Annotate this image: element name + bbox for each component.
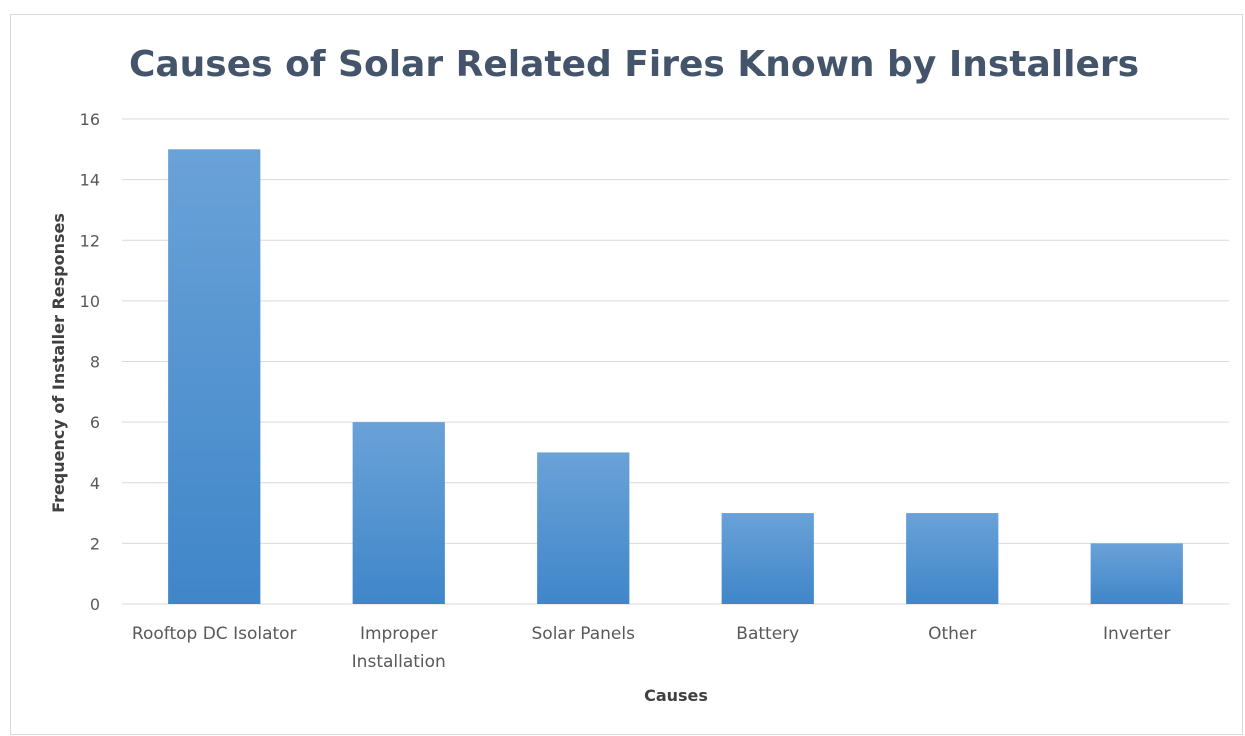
chart-title: Causes of Solar Related Fires Known by I…: [129, 44, 1139, 85]
bars: [168, 149, 1183, 604]
y-tick-labels: 0 2 4 6 8 10 12 14 16: [80, 110, 100, 614]
bar: [906, 513, 999, 604]
x-category-label: Battery: [736, 624, 799, 644]
y-tick-label: 4: [90, 474, 100, 493]
bar: [1090, 543, 1183, 604]
x-category-labels: Rooftop DC Isolator Improper Installation S…: [132, 624, 1171, 672]
y-axis-title: Frequency of Installer Responses: [49, 213, 68, 513]
x-category-label-line: Other: [928, 624, 976, 644]
x-category-label-line: Improper: [360, 624, 438, 644]
x-axis-title: Causes: [644, 686, 708, 705]
gridlines: [122, 118, 1229, 605]
x-category-label: Inverter: [1103, 624, 1170, 644]
x-category-label: Improper Installation: [352, 624, 446, 672]
y-tick-label: 0: [90, 595, 100, 614]
bar: [168, 149, 261, 604]
x-category-label-line: Installation: [352, 652, 446, 672]
x-category-label-line: Inverter: [1103, 624, 1170, 644]
x-category-label-line: Rooftop DC Isolator: [132, 624, 297, 644]
bar: [537, 452, 630, 604]
y-tick-label: 12: [80, 231, 100, 250]
y-tick-label: 14: [80, 171, 100, 190]
x-category-label-line: Battery: [736, 624, 799, 644]
x-category-label: Other: [928, 624, 976, 644]
x-category-label: Solar Panels: [532, 624, 636, 644]
y-tick-label: 16: [80, 110, 100, 129]
bar: [352, 422, 445, 604]
y-tick-label: 6: [90, 413, 100, 432]
bar: [721, 513, 814, 604]
x-category-label-line: Solar Panels: [532, 624, 636, 644]
y-tick-label: 10: [80, 292, 100, 311]
x-category-label: Rooftop DC Isolator: [132, 624, 297, 644]
y-tick-label: 8: [90, 353, 100, 372]
y-tick-label: 2: [90, 534, 100, 553]
